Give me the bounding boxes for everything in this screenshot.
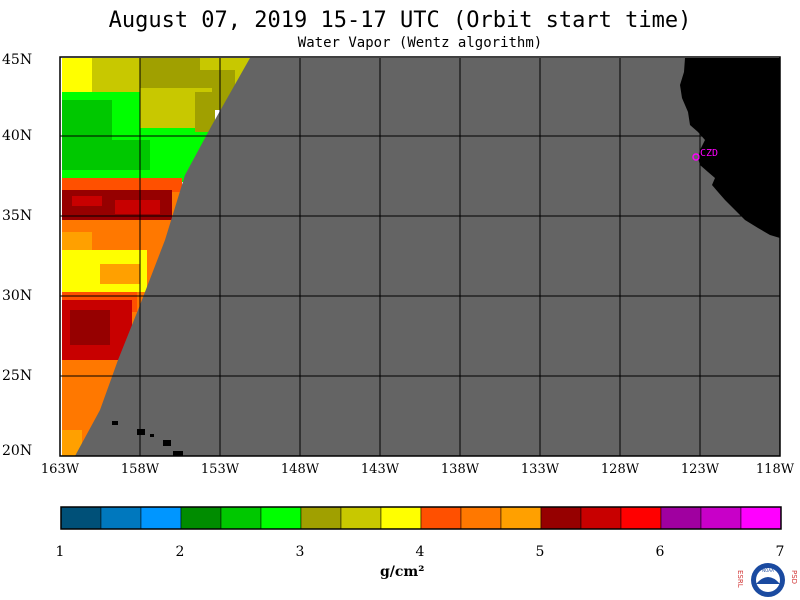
lon-label-148w: 148W bbox=[280, 462, 320, 477]
colorbar-swatch bbox=[700, 506, 742, 530]
colorbar-tick-2: 2 bbox=[175, 544, 185, 560]
colorbar-tick-1: 1 bbox=[55, 544, 65, 560]
colorbar bbox=[60, 506, 782, 530]
swath-data bbox=[62, 58, 252, 456]
hawaii-islands bbox=[112, 421, 183, 456]
colorbar-swatch bbox=[460, 506, 502, 530]
colorbar-tick-7: 7 bbox=[775, 544, 785, 560]
colorbar-tick-4: 4 bbox=[415, 544, 425, 560]
north-america-land bbox=[680, 58, 780, 238]
colorbar-swatch bbox=[500, 506, 542, 530]
colorbar-swatch bbox=[380, 506, 422, 530]
logo-right-letters: PSD bbox=[790, 570, 798, 584]
colorbar-swatch bbox=[300, 506, 342, 530]
lat-label-20n: 20N bbox=[2, 443, 33, 459]
lon-label-143w: 143W bbox=[360, 462, 400, 477]
lon-label-133w: 133W bbox=[520, 462, 560, 477]
colorbar-tick-5: 5 bbox=[535, 544, 545, 560]
lat-label-45n: 45N bbox=[2, 52, 33, 68]
colorbar-swatch bbox=[100, 506, 142, 530]
gridlines bbox=[60, 58, 780, 456]
colorbar-tick-3: 3 bbox=[295, 544, 305, 560]
colorbar-tick-6: 6 bbox=[655, 544, 665, 560]
lon-label-138w: 138W bbox=[440, 462, 480, 477]
colorbar-swatch bbox=[340, 506, 382, 530]
lon-label-153w: 153W bbox=[200, 462, 240, 477]
lon-label-123w: 123W bbox=[680, 462, 720, 477]
lon-label-163w: 163W bbox=[40, 462, 80, 477]
colorbar-swatch bbox=[540, 506, 582, 530]
colorbar-swatch bbox=[140, 506, 182, 530]
station-label: CZD bbox=[700, 148, 718, 159]
station-marker: CZD bbox=[692, 148, 718, 161]
colorbar-swatch bbox=[260, 506, 302, 530]
logo-left-letters: ESRL bbox=[736, 570, 744, 588]
lat-label-40n: 40N bbox=[2, 128, 33, 144]
lat-label-30n: 30N bbox=[2, 288, 33, 304]
colorbar-swatch bbox=[580, 506, 622, 530]
colorbar-swatch bbox=[740, 506, 782, 530]
logo-center-text: NOAA bbox=[762, 568, 774, 573]
colorbar-swatch bbox=[420, 506, 462, 530]
colorbar-swatch bbox=[180, 506, 222, 530]
map-subtitle: Water Vapor (Wentz algorithm) bbox=[297, 35, 543, 51]
colorbar-swatch bbox=[60, 506, 102, 530]
lon-label-128w: 128W bbox=[600, 462, 640, 477]
lat-label-35n: 35N bbox=[2, 208, 33, 224]
lon-label-158w: 158W bbox=[120, 462, 160, 477]
colorbar-swatch bbox=[220, 506, 262, 530]
colorbar-frame bbox=[60, 506, 782, 530]
colorbar-swatch bbox=[660, 506, 702, 530]
lat-label-25n: 25N bbox=[2, 368, 33, 384]
map-title: August 07, 2019 15-17 UTC (Orbit start t… bbox=[108, 8, 692, 33]
colorbar-units: g/cm² bbox=[380, 564, 425, 580]
lon-label-118w: 118W bbox=[755, 462, 795, 477]
no-data-region bbox=[75, 58, 780, 456]
noaa-esrl-psd-logo: NOAA ESRL PSD bbox=[736, 563, 798, 597]
colorbar-swatch bbox=[620, 506, 662, 530]
map-frame bbox=[59, 56, 781, 457]
